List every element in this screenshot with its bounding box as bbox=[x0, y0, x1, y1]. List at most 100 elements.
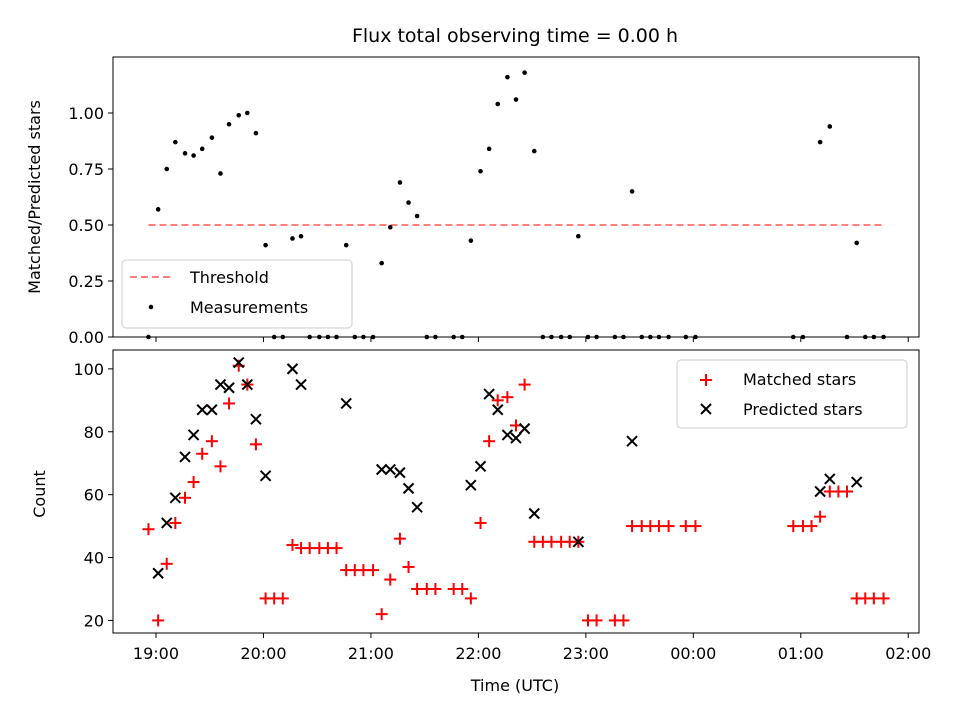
matched-star-point bbox=[491, 394, 504, 407]
matched-star-point bbox=[187, 476, 200, 489]
predicted-star-point bbox=[492, 404, 504, 416]
matched-star-point bbox=[501, 391, 514, 404]
matched-star-point bbox=[384, 573, 397, 586]
matched-star-point bbox=[142, 523, 155, 536]
matched-star-point bbox=[474, 516, 487, 529]
bottom-y-tick-label: 80 bbox=[84, 423, 104, 442]
measurement-point bbox=[468, 238, 474, 243]
predicted-star-point bbox=[206, 404, 218, 416]
matched-star-point bbox=[590, 614, 603, 627]
measurement-point bbox=[245, 110, 250, 116]
x-tick-label: 02:00 bbox=[885, 644, 931, 663]
legend-predicted-label: Predicted stars bbox=[743, 400, 863, 419]
predicted-star-point bbox=[161, 517, 173, 529]
predicted-star-point bbox=[250, 413, 262, 425]
bottom-y-tick-label: 40 bbox=[84, 549, 104, 568]
predicted-star-point bbox=[814, 485, 826, 498]
measurement-point bbox=[343, 242, 349, 248]
matched-star-point bbox=[276, 592, 289, 605]
matched-star-point bbox=[402, 560, 415, 573]
measurement-point bbox=[191, 153, 196, 158]
measurement-point bbox=[495, 101, 501, 107]
measurement-point bbox=[397, 180, 403, 185]
top-y-tick-label: 0.75 bbox=[68, 160, 104, 179]
predicted-star-point bbox=[474, 460, 487, 473]
measurement-point bbox=[513, 97, 519, 102]
matched-star-point bbox=[249, 438, 262, 451]
top-y-tick-label: 0.00 bbox=[68, 328, 104, 347]
bottom-y-tick-label: 100 bbox=[73, 360, 104, 379]
predicted-star-point bbox=[214, 378, 227, 391]
legend-matched-label: Matched stars bbox=[743, 370, 856, 389]
predicted-star-point bbox=[572, 536, 585, 548]
predicted-star-point bbox=[510, 432, 522, 444]
top-legend: Threshold Measurements bbox=[121, 259, 353, 329]
predicted-star-point bbox=[241, 378, 254, 391]
measurement-point bbox=[406, 200, 411, 205]
top-panel: Flux total observing time = 0.00 h Match… bbox=[25, 25, 920, 347]
matched-star-point bbox=[179, 491, 192, 504]
measurement-point bbox=[531, 148, 537, 154]
predicted-star-point bbox=[340, 397, 352, 410]
predicted-star-point bbox=[824, 473, 836, 485]
matched-star-point bbox=[840, 485, 853, 498]
matched-star-point bbox=[205, 435, 218, 448]
predicted-star-point bbox=[850, 476, 863, 488]
bottom-y-ticks: 20 40 60 80 100 bbox=[73, 360, 113, 630]
matched-star-point bbox=[196, 447, 209, 460]
predicted-star-point bbox=[223, 382, 235, 394]
x-tick-label: 23:00 bbox=[563, 644, 609, 663]
predicted-star-point bbox=[518, 422, 531, 435]
matched-star-point bbox=[483, 435, 496, 448]
predicted-star-point bbox=[384, 463, 396, 476]
top-y-ticks: 0.00 0.25 0.50 0.75 1.00 bbox=[68, 104, 113, 347]
matched-star-point bbox=[617, 614, 630, 627]
predicted-star-point bbox=[196, 404, 208, 416]
matched-star-point bbox=[214, 460, 227, 473]
x-tick-label: 19:00 bbox=[133, 644, 179, 663]
top-y-tick-label: 1.00 bbox=[68, 104, 104, 123]
matched-star-point bbox=[518, 378, 531, 391]
matched-star-point bbox=[375, 608, 388, 621]
matched-star-point bbox=[877, 592, 890, 605]
matched-star-point bbox=[510, 419, 522, 432]
measurement-point bbox=[522, 70, 527, 75]
measurement-point bbox=[379, 260, 384, 266]
bottom-panel: Count Time (UTC) 20 40 60 80 100 19:00 20:00 2… bbox=[30, 349, 931, 695]
predicted-star-point bbox=[402, 482, 415, 495]
measurement-point bbox=[486, 146, 492, 152]
measurement-point bbox=[298, 233, 304, 239]
matched-star-point bbox=[393, 532, 406, 545]
legend-predicted-swatch bbox=[700, 403, 712, 415]
matched-star-point bbox=[223, 397, 236, 410]
measurement-point bbox=[387, 224, 393, 230]
top-legend-frame bbox=[121, 259, 353, 329]
top-y-tick-label: 0.25 bbox=[68, 272, 104, 291]
bottom-plot-marks bbox=[142, 356, 890, 627]
predicted-star-point bbox=[286, 363, 299, 375]
legend-measurements-swatch bbox=[148, 304, 154, 310]
predicted-star-point bbox=[626, 435, 638, 447]
measurement-point bbox=[478, 168, 483, 174]
predicted-star-point bbox=[169, 492, 182, 504]
measurement-point bbox=[218, 171, 223, 176]
measurement-point bbox=[199, 146, 205, 152]
measurement-point bbox=[854, 240, 859, 246]
x-tick-label: 01:00 bbox=[778, 644, 824, 663]
matched-star-point bbox=[286, 538, 299, 551]
top-plot-marks bbox=[146, 70, 886, 340]
matched-star-point bbox=[456, 582, 469, 595]
measurement-point bbox=[827, 124, 833, 129]
matched-star-point bbox=[160, 557, 173, 570]
measurement-point bbox=[505, 74, 510, 80]
bottom-plot-frame bbox=[112, 349, 920, 634]
matched-star-point bbox=[662, 520, 675, 533]
predicted-star-point bbox=[295, 378, 307, 391]
measurement-point bbox=[209, 135, 215, 140]
predicted-star-point bbox=[528, 507, 540, 520]
predicted-star-point bbox=[501, 429, 514, 441]
measurement-point bbox=[576, 233, 581, 239]
bottom-y-axis-label: Count bbox=[30, 470, 49, 518]
measurement-point bbox=[253, 130, 259, 136]
predicted-star-point bbox=[483, 388, 495, 400]
